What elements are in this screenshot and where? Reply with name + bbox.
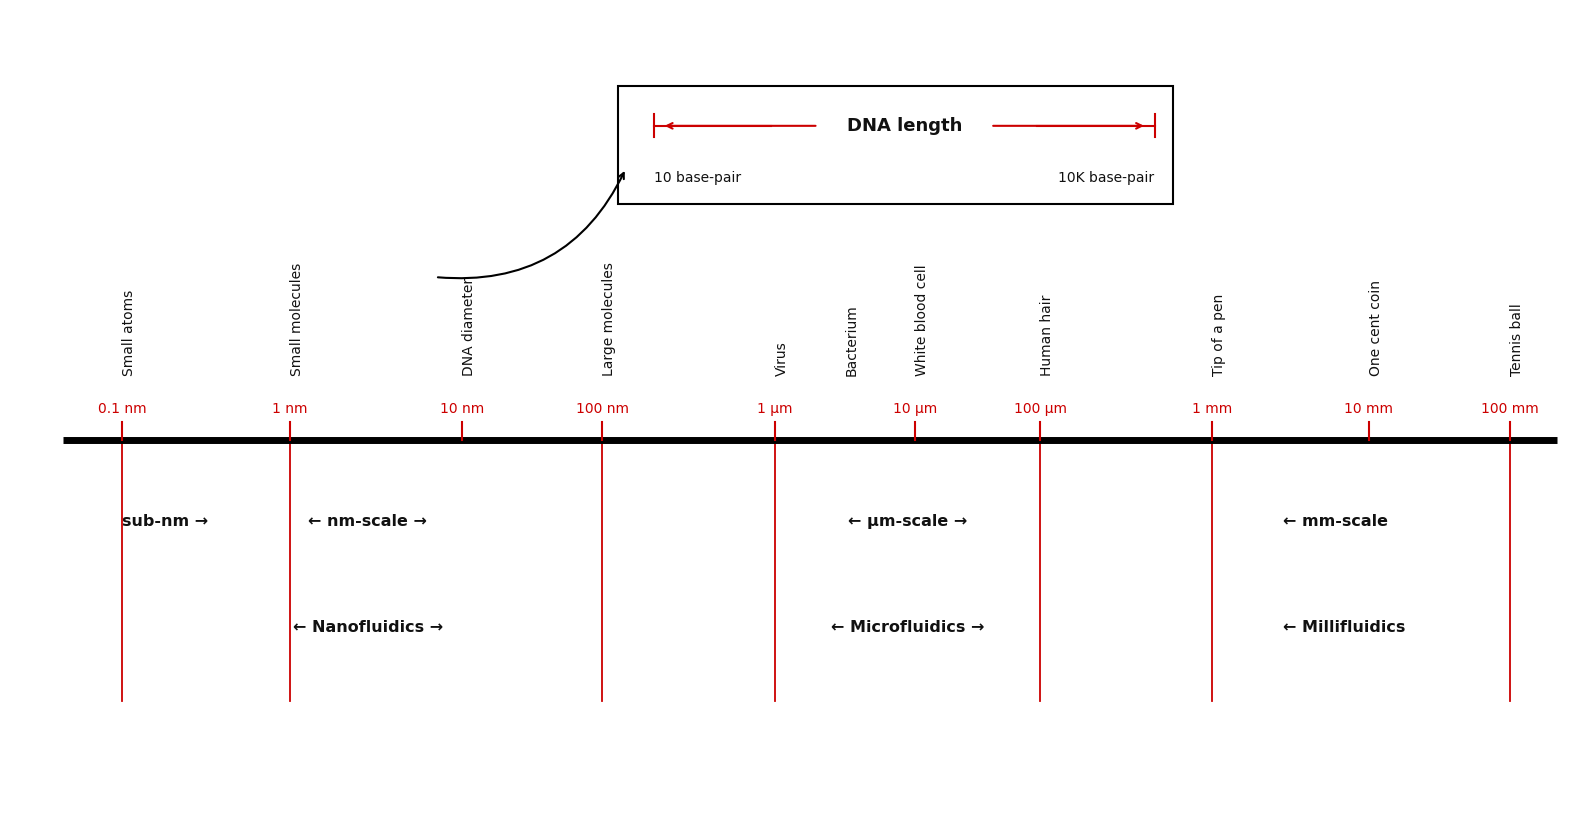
Text: 10 nm: 10 nm — [439, 401, 484, 416]
Text: DNA diameter: DNA diameter — [461, 278, 476, 376]
Text: DNA length: DNA length — [846, 117, 962, 135]
Text: sub-nm →: sub-nm → — [123, 514, 209, 529]
Text: ← nm-scale →: ← nm-scale → — [308, 514, 428, 529]
Text: 100 mm: 100 mm — [1481, 401, 1539, 416]
Text: Small molecules: Small molecules — [289, 263, 303, 376]
Text: Virus: Virus — [774, 342, 788, 376]
Text: White blood cell: White blood cell — [915, 265, 929, 376]
Text: 10 mm: 10 mm — [1344, 401, 1393, 416]
Text: 1 nm: 1 nm — [271, 401, 308, 416]
Text: 10K base-pair: 10K base-pair — [1058, 171, 1154, 184]
Text: ← Nanofluidics →: ← Nanofluidics → — [292, 620, 444, 635]
Text: 1 μm: 1 μm — [757, 401, 792, 416]
FancyBboxPatch shape — [618, 86, 1173, 204]
Text: 10 base-pair: 10 base-pair — [654, 171, 741, 184]
Text: ← Millifluidics: ← Millifluidics — [1283, 620, 1404, 635]
Text: 100 nm: 100 nm — [576, 401, 629, 416]
Text: ← Microfluidics →: ← Microfluidics → — [832, 620, 985, 635]
Text: Tennis ball: Tennis ball — [1510, 303, 1524, 376]
Text: One cent coin: One cent coin — [1369, 280, 1382, 376]
Text: Bacterium: Bacterium — [844, 305, 859, 376]
Text: ← mm-scale: ← mm-scale — [1283, 514, 1389, 529]
Text: 0.1 nm: 0.1 nm — [97, 401, 147, 416]
Text: Tip of a pen: Tip of a pen — [1213, 294, 1226, 376]
Text: 1 mm: 1 mm — [1192, 401, 1232, 416]
Text: Large molecules: Large molecules — [603, 263, 616, 376]
Text: ← μm-scale →: ← μm-scale → — [847, 514, 967, 529]
Text: Human hair: Human hair — [1041, 295, 1055, 376]
Text: Small atoms: Small atoms — [123, 290, 136, 376]
Text: 100 μm: 100 μm — [1013, 401, 1068, 416]
Text: 10 μm: 10 μm — [894, 401, 937, 416]
